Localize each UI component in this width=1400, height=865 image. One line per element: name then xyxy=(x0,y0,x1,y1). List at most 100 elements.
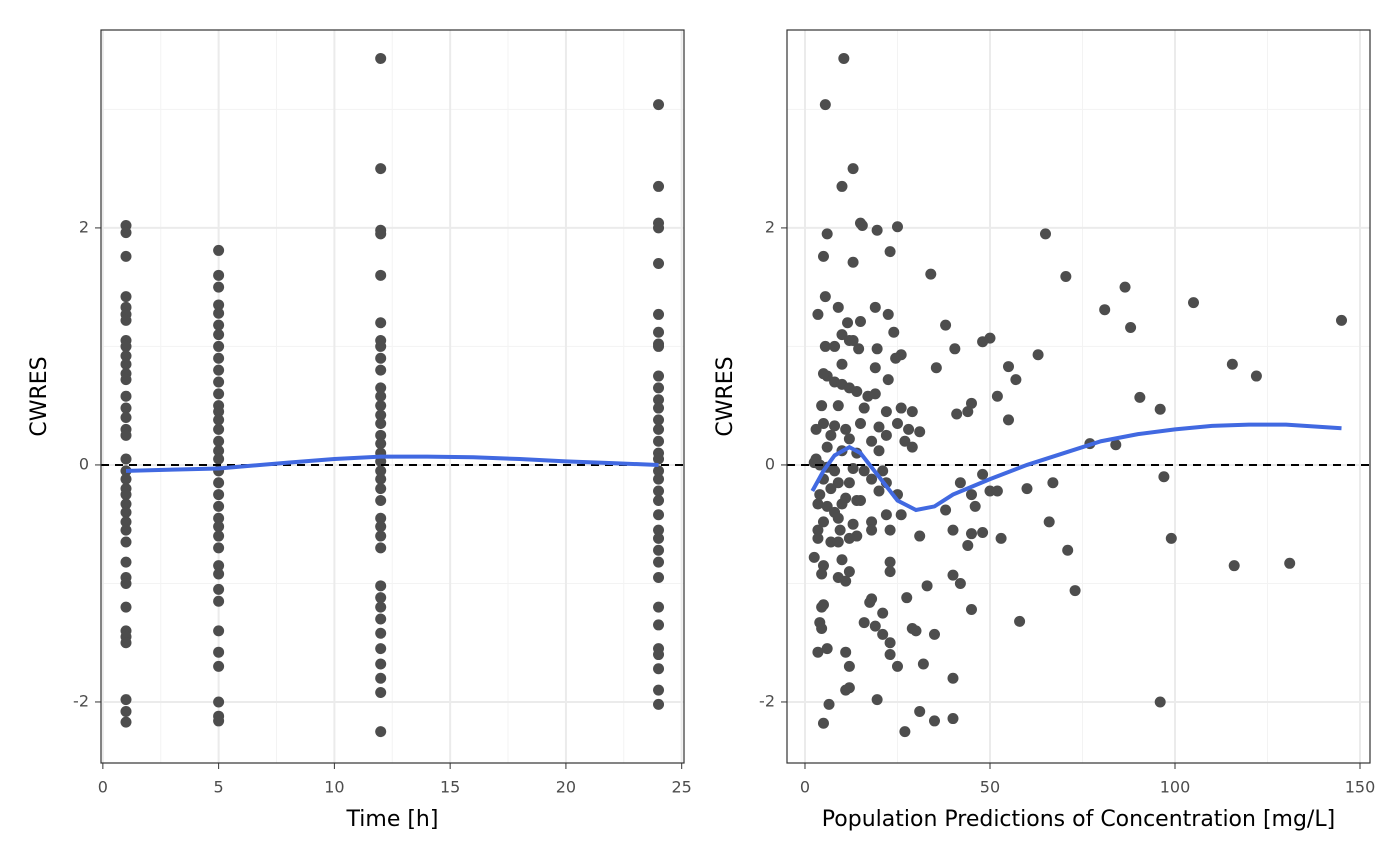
point xyxy=(1021,483,1033,495)
point xyxy=(864,596,876,608)
point xyxy=(884,637,896,649)
point xyxy=(928,715,940,727)
point xyxy=(925,268,937,280)
point xyxy=(1154,696,1166,708)
point xyxy=(375,601,387,613)
point xyxy=(1226,358,1238,370)
point xyxy=(653,572,665,584)
point xyxy=(375,483,387,495)
point xyxy=(653,601,665,613)
point xyxy=(653,402,665,414)
point xyxy=(869,362,881,374)
point xyxy=(375,726,387,738)
point xyxy=(877,628,889,640)
y-axis-title: CWRES xyxy=(713,356,738,436)
point xyxy=(949,343,961,355)
point xyxy=(832,301,844,313)
point xyxy=(213,376,225,388)
point xyxy=(891,417,903,429)
point xyxy=(653,99,665,111)
point xyxy=(213,521,225,533)
point xyxy=(653,394,665,406)
y-axis-title: CWRES xyxy=(27,356,52,436)
point xyxy=(375,352,387,364)
point xyxy=(653,556,665,568)
point xyxy=(213,435,225,447)
point xyxy=(375,473,387,485)
point xyxy=(120,314,132,326)
point xyxy=(829,465,841,477)
point xyxy=(812,532,824,544)
point xyxy=(873,445,885,457)
point xyxy=(653,435,665,447)
point xyxy=(653,698,665,710)
point xyxy=(821,228,833,240)
point xyxy=(1125,321,1137,333)
point xyxy=(375,592,387,604)
point xyxy=(375,512,387,524)
point xyxy=(965,489,977,501)
point xyxy=(213,388,225,400)
point xyxy=(120,429,132,441)
point xyxy=(873,421,885,433)
point xyxy=(653,509,665,521)
point xyxy=(854,494,866,506)
point xyxy=(869,388,881,400)
point xyxy=(840,423,852,435)
point xyxy=(120,340,132,352)
point xyxy=(120,358,132,370)
point xyxy=(858,617,870,629)
point xyxy=(213,696,225,708)
point xyxy=(836,180,848,192)
point xyxy=(653,663,665,675)
point xyxy=(917,658,929,670)
point xyxy=(991,390,1003,402)
point xyxy=(891,660,903,672)
point xyxy=(1158,471,1170,483)
point xyxy=(906,406,918,418)
point xyxy=(213,568,225,580)
point xyxy=(832,512,844,524)
point xyxy=(847,256,859,268)
point xyxy=(856,220,868,232)
point xyxy=(884,524,896,536)
point xyxy=(866,473,878,485)
point xyxy=(1047,477,1059,489)
point xyxy=(375,382,387,394)
point xyxy=(120,524,132,536)
point xyxy=(843,433,855,445)
point xyxy=(884,246,896,258)
point xyxy=(951,408,963,420)
point xyxy=(213,281,225,293)
panel: 0 5 10 15 20 25 -2 0 2 xyxy=(73,29,692,797)
point xyxy=(213,307,225,319)
point xyxy=(969,500,981,512)
point xyxy=(812,498,824,510)
point xyxy=(832,536,844,548)
point xyxy=(375,672,387,684)
point xyxy=(816,601,828,613)
point xyxy=(901,592,913,604)
point xyxy=(817,717,829,729)
point xyxy=(375,521,387,533)
point xyxy=(851,385,863,397)
point xyxy=(962,406,974,418)
point xyxy=(1099,304,1111,316)
point xyxy=(120,374,132,386)
x-tick-label: 25 xyxy=(672,778,692,797)
y-tick-label: 2 xyxy=(765,217,775,236)
point xyxy=(903,423,915,435)
point xyxy=(962,540,974,552)
point xyxy=(899,726,911,738)
y-tick-label: 0 xyxy=(765,454,775,473)
point xyxy=(653,370,665,382)
point xyxy=(1336,314,1348,326)
point xyxy=(930,362,942,374)
x-tick-label: 100 xyxy=(1160,778,1191,797)
point xyxy=(120,577,132,589)
point xyxy=(375,228,387,240)
point xyxy=(954,577,966,589)
point xyxy=(817,250,829,262)
point xyxy=(928,628,940,640)
point xyxy=(940,319,952,331)
